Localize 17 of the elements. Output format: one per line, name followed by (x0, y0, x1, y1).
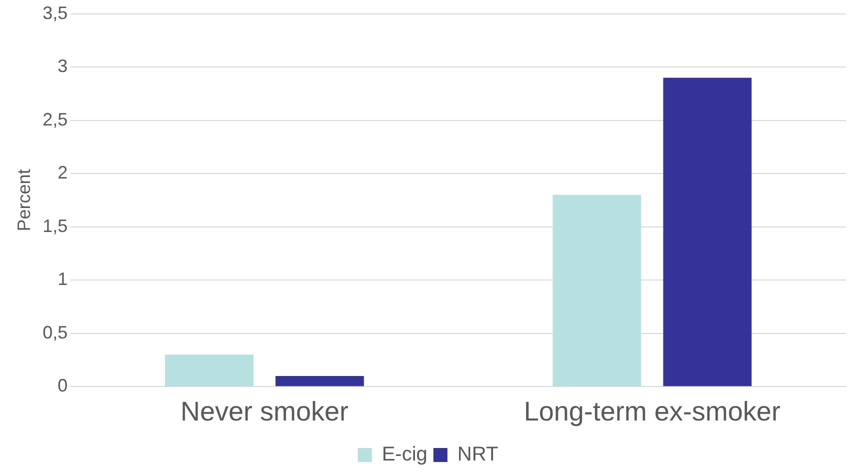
y-tick-label: 0,5 (42, 322, 68, 342)
legend-label: E-cig (382, 444, 428, 466)
bar (276, 376, 364, 386)
bar (663, 78, 752, 386)
x-tick-label: Never smoker (180, 396, 348, 426)
y-tick-label: 2 (58, 162, 68, 183)
y-tick-label: 3,5 (42, 2, 68, 23)
y-tick-label: 3 (58, 56, 68, 76)
y-tick-label: 1 (58, 269, 68, 290)
bar (165, 354, 254, 386)
legend-label: NRT (457, 444, 498, 466)
y-axis-title: Percent (14, 169, 34, 232)
y-tick-label: 1,5 (42, 216, 68, 236)
y-tick-label: 0 (58, 376, 68, 396)
x-tick-label: Long-term ex-smoker (524, 396, 780, 426)
y-tick-label: 2,5 (42, 109, 68, 130)
bar (552, 194, 642, 386)
